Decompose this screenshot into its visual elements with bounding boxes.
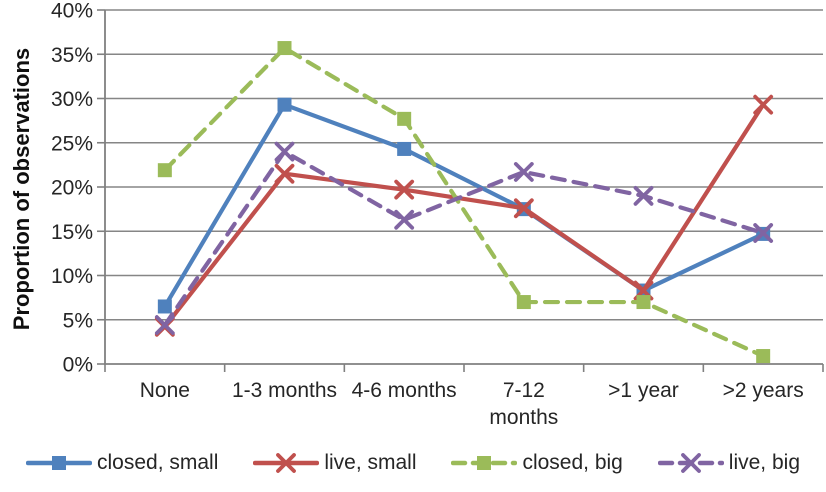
marker-x-live-small — [753, 94, 774, 115]
legend-sample-live-big — [657, 453, 724, 473]
legend-marker-square-closed-big — [477, 456, 492, 470]
y-tick-label: 0% — [63, 354, 93, 377]
marker-x-live-big — [753, 223, 774, 243]
marker-square-closed-big — [516, 295, 531, 310]
marker-square-closed-small — [277, 97, 292, 112]
x-category-label: None — [140, 379, 190, 402]
y-tick-label: 35% — [51, 44, 93, 67]
marker-square-closed-big — [636, 295, 651, 310]
marker-square-closed-small — [397, 141, 412, 156]
x-category-label: 4-6 months — [352, 379, 457, 402]
legend-label-closed-small: closed, small — [97, 451, 219, 474]
marker-x-live-big — [274, 141, 295, 162]
legend-item-live-small: live, small — [253, 451, 417, 475]
marker-x-live-big — [154, 315, 175, 335]
x-category-label: 7-12 months — [489, 379, 558, 429]
legend-label-closed-big: closed, big — [522, 451, 623, 474]
legend-sample-closed-small — [26, 456, 92, 470]
series-line-live-big — [162, 149, 766, 328]
marker-square-closed-small — [157, 299, 172, 314]
y-tick-label: 20% — [51, 177, 93, 200]
x-category-label: >2 years — [723, 379, 804, 402]
plot-area: 0% 5% 10% 15% 20% 25% 30% 35% 40% None 1-3 months 4… — [51, 0, 824, 429]
series-line-closed-big — [162, 45, 766, 359]
marker-square-closed-big — [157, 163, 172, 178]
legend: closed, small live, small closed, big live,… — [0, 447, 826, 479]
marker-x-live-small — [513, 198, 534, 219]
series-line-live-small — [162, 102, 766, 329]
marker-square-closed-big — [756, 349, 771, 364]
legend-item-closed-small: closed, small — [26, 451, 218, 475]
legend-label-live-small: live, small — [324, 451, 417, 474]
legend-marker-square-closed-small — [52, 456, 66, 470]
marker-x-live-big — [513, 162, 534, 182]
marker-square-closed-big — [397, 111, 412, 126]
legend-label-live-big: live, big — [728, 451, 800, 474]
y-tick-label: 40% — [51, 0, 93, 23]
legend-item-closed-big: closed, big — [451, 451, 623, 475]
marker-x-live-big — [633, 185, 654, 206]
legend-marker-x-live-small — [276, 453, 297, 473]
x-category-label: >1 year — [608, 379, 679, 402]
x-category-label: 1-3 months — [232, 379, 337, 402]
y-tick-label: 10% — [51, 265, 93, 288]
legend-sample-closed-big — [451, 456, 518, 470]
y-tick-label: 5% — [63, 309, 93, 332]
marker-x-live-small — [274, 163, 295, 184]
y-tick-label: 25% — [51, 132, 93, 155]
marker-x-live-small — [394, 179, 415, 200]
legend-marker-x-live-big — [680, 453, 701, 473]
marker-square-closed-big — [277, 41, 292, 56]
legend-item-live-big: live, big — [657, 451, 800, 475]
y-tick-label: 15% — [51, 221, 93, 244]
y-tick-label: 30% — [51, 88, 93, 111]
series-line-closed-small — [162, 102, 766, 309]
legend-sample-live-small — [253, 453, 320, 473]
marker-x-live-big — [394, 209, 415, 230]
